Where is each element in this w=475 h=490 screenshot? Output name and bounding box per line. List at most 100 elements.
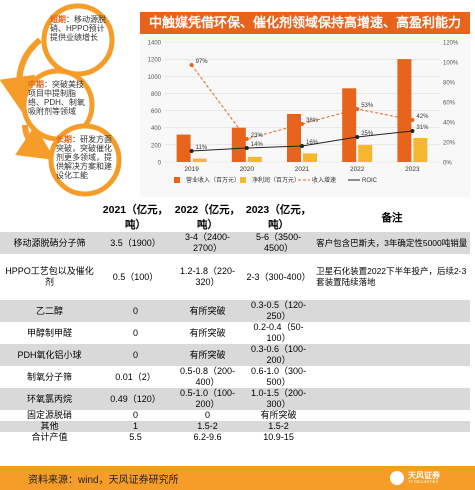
stage-circle-short [41,3,115,77]
table-cell: 0 [99,300,172,322]
combo-chart: 0 200 400 600 800 1000 1200 1400 0% 20% 40% 60% 80% 1… [148,41,459,185]
table-cell [314,410,470,421]
table-cell: 1.5-2 [243,421,315,432]
table-cell: 0.5-0.8（200-400） [171,366,244,388]
table-cell: 甲醇制甲醛 [0,322,99,344]
stage-mid: 中期：突破美技项目中提制脂络、PDH、制氧吸附剂等领域 [28,80,90,116]
table-header: 2021（亿元，吨） [99,202,172,232]
table-cell: 10.9-15 [243,432,315,443]
growth-data-label: 38% [306,118,319,124]
y-left-tick-label: 1400 [148,41,162,47]
revenue-bar [231,127,246,162]
table-row: HPPO工艺包以及催化剂 0.5（100） 1.2-1.8（220-320） 2-3（… [0,254,470,300]
table-cell: 环氧氯丙烷 [0,388,99,410]
table-row: 制氧分子筛 0.01（2） 0.5-0.8（200-400） 0.6-1.0（300-… [0,366,470,388]
table-cell: 有所突破 [243,410,315,421]
stage-short: 短期：移动源脱硝、HPPO预计提供业绩增长 [50,15,110,42]
table-cell [314,432,470,443]
y-left-tick-label: 200 [151,143,162,149]
roic-point [355,135,360,139]
table-cell: 乙二醇 [0,300,99,322]
table-cell: 客户包含巴斯夫，3年确定性5000吨销量 [314,232,470,254]
stage-long-label: 长期 [56,135,72,144]
roic-data-label: 16% [306,140,319,146]
legend-swatch [174,177,180,183]
stage-long: 长期：研发方面突破，突破催化剂更多领域，提供解决方案和建设化工能 [56,135,118,180]
brand-logo: 天风证券 TF SECURITIES [390,470,450,486]
table-cell [314,322,470,344]
table-cell: 0.3-0.5（120-250） [243,300,315,322]
table-cell: 有所突破 [171,344,244,366]
stage-mid-text: ：突破美技项目中提制脂络、PDH、制氧吸附剂等领域 [28,80,85,116]
roic-point [244,146,249,150]
stage-circle-long [48,123,122,197]
table-cell: 移动源脱硝分子筛 [0,232,99,254]
table-cell: 1.0-1.5（200-300） [243,388,315,410]
roic-point [410,129,415,133]
y-left-tick-label: 800 [151,92,162,98]
stage-long-text: ：研发方面突破，突破催化剂更多领域，提供解决方案和建设化工能 [56,135,112,180]
table-cell [314,344,470,366]
legend-label: 营业收入（百万元） [186,176,240,184]
table-cell: PDH氧化铝小球 [0,344,99,366]
legend-label: ROIC [362,178,378,184]
table-header: 2023（亿元，吨） [243,202,315,232]
y-right-tick-label: 40% [443,121,456,127]
table-row: 其他 1 1.5-2 1.5-2 [0,421,470,432]
chart-title: 中触媒凭借环保、催化剂领域保持高增速、高盈利能力 [140,12,470,34]
table-cell: HPPO工艺包以及催化剂 [0,254,99,300]
revenue-bar [287,114,301,162]
profit-bar [358,144,373,162]
table-cell: 0.3-0.6（100-200） [243,344,315,366]
growth-point [300,122,304,126]
table-cell: 0.5-1.0（100-200） [171,388,244,410]
y-right-tick-label: 100% [443,61,459,67]
table-row: PDH氧化铝小球 0 有所突破 0.3-0.6（100-200） [0,344,470,366]
table-cell [314,300,470,322]
table-cell: 6.2-9.6 [171,432,244,443]
table-cell: 0 [99,344,172,366]
x-tick-label: 2022 [350,166,365,173]
stage-mid-label: 中期 [28,80,44,89]
roic-data-label: 25% [361,131,374,137]
x-tick-label: 2023 [405,166,420,173]
growth-data-label: 97% [196,59,209,65]
table-cell: 0.2-0.4（50-100） [243,322,315,344]
table-cell: 0.01（2） [99,366,172,388]
table-row: 合计产值 5.5 6.2-9.6 10.9-15 [0,432,470,443]
stage-diagram: 短期：移动源脱硝、HPPO预计提供业绩增长 中期：突破美技项目中提制脂络、PDH… [0,3,122,197]
table-cell: 制氧分子筛 [0,366,99,388]
table-cell: 0.49（120） [99,388,172,410]
table-cell: 0 [99,322,172,344]
profit-bar [192,158,207,162]
stage-short-label: 短期 [50,15,66,24]
table-cell: 有所突破 [171,300,244,322]
profit-bar [247,156,262,162]
table-cell: 其他 [0,421,99,432]
chart-panel: 中触媒凭借环保、催化剂领域保持高增速、高盈利能力 0 200 400 600 800 10… [140,12,470,197]
roic-point [300,144,304,148]
table-cell: 有所突破 [171,322,244,344]
y-left-tick-label: 0 [158,161,162,167]
logo-cn: 天风证券 [408,471,440,480]
legend-label: 收入增速 [312,176,336,184]
roic-point [189,149,194,153]
table-cell: 1.5-2 [171,421,244,432]
profit-bar [303,153,317,162]
roic-data-label: 14% [251,142,264,148]
table-cell: 1.2-1.8（220-320） [171,254,244,300]
table-cell: 5.5 [99,432,172,443]
table-cell: 0.6-1.0（300-500） [243,366,315,388]
growth-point [244,137,249,141]
x-tick-label: 2021 [295,166,310,173]
table-cell: 卫星石化装置2022下半年投产，后续2-3套装置陆续落地 [314,254,470,300]
roic-data-label: 11% [196,145,208,151]
table-header-row: 2021（亿元，吨） 2022（亿元，吨） 2023（亿元，吨） 备注 [0,202,470,232]
y-left-tick-label: 400 [151,126,162,132]
growth-data-label: 23% [251,133,264,139]
capacity-table: 2021（亿元，吨） 2022（亿元，吨） 2023（亿元，吨） 备注 移动源脱… [0,202,470,443]
logo-mark-icon [390,471,404,485]
revenue-bar [176,134,191,162]
table-row: 环氧氯丙烷 0.49（120） 0.5-1.0（100-200） 1.0-1.5（20… [0,388,470,410]
stage-arrow-2 [15,124,55,160]
